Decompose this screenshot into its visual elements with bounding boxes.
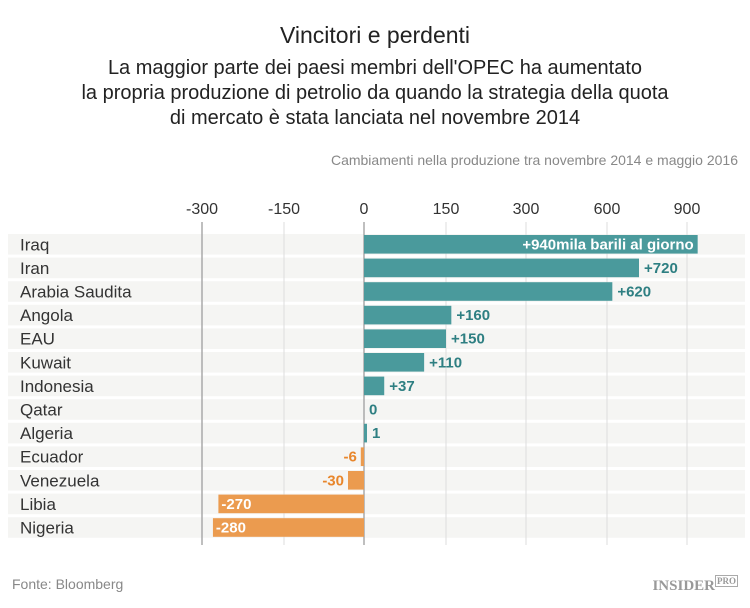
bar-eau xyxy=(364,329,446,348)
data-label: -280 xyxy=(216,520,246,537)
data-label: +940mila barili al giorno xyxy=(522,236,693,253)
row-band xyxy=(8,517,745,538)
bar-libia xyxy=(218,494,364,514)
subtitle-line: la propria produzione di petrolio da qua… xyxy=(81,82,669,104)
subtitle-line: di mercato è stata lanciata nel novembre… xyxy=(169,107,581,129)
chart-title: Vincitori e perdenti xyxy=(279,22,471,48)
bar-ecuador xyxy=(360,447,364,466)
bar-angola xyxy=(364,305,452,325)
x-tick-label: 150 xyxy=(433,201,460,218)
data-label: +37 xyxy=(389,378,414,395)
data-label: -30 xyxy=(322,472,344,489)
data-label: +150 xyxy=(451,331,485,348)
data-label: -270 xyxy=(221,496,251,513)
bar-iraq xyxy=(364,235,698,254)
category-label: Qatar xyxy=(20,401,63,420)
logo-sup: PRO xyxy=(715,575,738,587)
data-label: +720 xyxy=(644,260,678,277)
category-label: Ecuador xyxy=(20,448,84,467)
bar-kuwait xyxy=(364,353,425,372)
category-label: Angola xyxy=(20,306,73,325)
category-label: Nigeria xyxy=(20,519,74,538)
data-label: -6 xyxy=(343,449,356,466)
x-tick-label: -300 xyxy=(186,201,218,218)
x-tick-label: -150 xyxy=(268,201,300,218)
bar-arabia-saudita xyxy=(364,282,613,301)
category-label: Algeria xyxy=(20,424,73,443)
x-tick-label: 600 xyxy=(594,201,621,218)
category-label: Iran xyxy=(20,259,49,278)
category-label: Arabia Saudita xyxy=(20,283,132,302)
data-label: +160 xyxy=(456,307,490,324)
row-band xyxy=(8,493,745,515)
bar-algeria xyxy=(364,423,367,443)
data-label: +110 xyxy=(429,354,462,371)
axis-label: Cambiamenti nella produzione tra novembr… xyxy=(330,152,738,168)
category-label: Kuwait xyxy=(20,353,71,372)
bar-nigeria xyxy=(212,518,364,537)
bar-iran xyxy=(364,258,639,278)
x-tick-label: 300 xyxy=(513,201,540,218)
row-band xyxy=(8,470,745,491)
subtitle-line: La maggior parte dei paesi membri dell'O… xyxy=(107,57,643,79)
x-tick-label: 900 xyxy=(674,201,701,218)
data-label: 1 xyxy=(372,425,380,442)
chart-subtitle: La maggior parte dei paesi membri dell'O… xyxy=(0,56,750,131)
insider-pro-logo: INSIDER PRO xyxy=(652,575,738,595)
bar-indonesia xyxy=(364,376,385,396)
category-label: Libia xyxy=(20,495,56,514)
row-band xyxy=(8,399,745,420)
source-note: Fonte: Bloomberg xyxy=(12,576,124,592)
category-label: Iraq xyxy=(20,235,49,254)
data-label: +620 xyxy=(617,284,651,301)
category-label: Venezuela xyxy=(20,471,100,490)
data-label: 0 xyxy=(369,402,377,419)
logo-text: INSIDER xyxy=(652,578,715,594)
category-label: Indonesia xyxy=(20,377,94,396)
bar-venezuela xyxy=(348,471,364,490)
x-tick-label: 0 xyxy=(360,201,369,218)
row-band xyxy=(8,422,745,444)
row-band xyxy=(8,446,745,467)
category-label: EAU xyxy=(20,330,55,349)
